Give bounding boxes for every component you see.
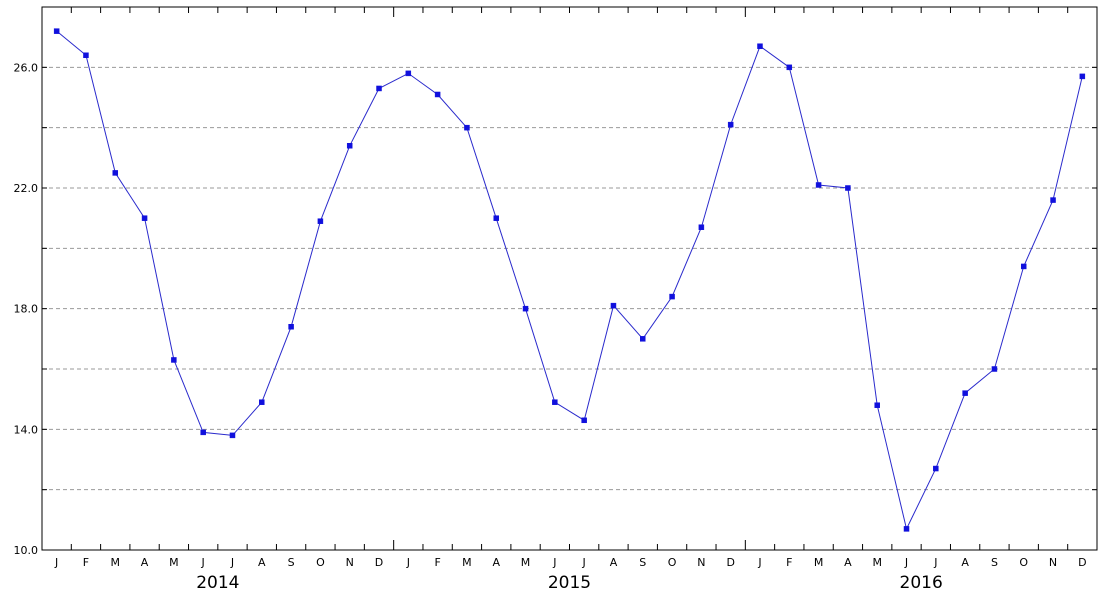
- data-point: [1079, 73, 1086, 80]
- data-point: [288, 324, 294, 330]
- y-tick-label: 22.0: [14, 182, 39, 195]
- data-point: [259, 399, 265, 405]
- x-tick-label-month: F: [434, 556, 440, 569]
- y-tick-label: 14.0: [14, 423, 39, 436]
- x-tick-label-month: F: [786, 556, 792, 569]
- x-tick-label-month: A: [844, 556, 852, 569]
- data-point: [317, 218, 324, 224]
- data-point: [552, 399, 558, 405]
- x-tick-label-month: D: [1078, 556, 1086, 569]
- x-tick-label-month: D: [726, 556, 734, 569]
- x-tick-label-month: M: [462, 556, 472, 569]
- x-tick-label-month: D: [375, 556, 383, 569]
- data-point: [669, 293, 675, 300]
- data-point: [581, 417, 587, 424]
- x-tick-label-month: O: [668, 556, 677, 569]
- data-point: [815, 182, 822, 188]
- x-tick-label-month: N: [697, 556, 705, 569]
- x-tick-label-month: J: [406, 556, 410, 569]
- data-point: [346, 143, 353, 149]
- x-tick-label-month: M: [521, 556, 531, 569]
- x-tick-label-month: S: [288, 556, 295, 569]
- x-axis-ticks: J F M A M J J A S O N D J F M A M J J A S O N D J F M A M J J A S O N D 2014…: [41, 7, 1098, 593]
- x-tick-label-month: J: [757, 556, 761, 569]
- axes: [41, 6, 1098, 551]
- data-point: [640, 336, 646, 342]
- y-tick-label: 26.0: [14, 61, 39, 74]
- data-point: [757, 43, 763, 49]
- x-tick-label-month: J: [552, 556, 556, 569]
- x-tick-label-month: A: [492, 556, 500, 569]
- x-tick-label-month: M: [169, 556, 179, 569]
- x-tick-label-year: 2015: [548, 573, 591, 593]
- x-tick-label-month: J: [201, 556, 205, 569]
- x-tick-label-month: J: [54, 556, 58, 569]
- data-point: [786, 64, 793, 71]
- data-point: [376, 85, 382, 92]
- y-axis-ticks: 10.0 14.0 18.0 22.0 26.0: [14, 6, 1097, 557]
- data-point: [229, 432, 236, 439]
- data-point: [874, 402, 880, 408]
- x-tick-label-month: A: [258, 556, 266, 569]
- x-tick-label-month: J: [904, 556, 908, 569]
- x-tick-label-month: M: [872, 556, 882, 569]
- x-tick-label-month: A: [610, 556, 618, 569]
- data-point: [83, 52, 89, 59]
- x-tick-label-month: M: [111, 556, 121, 569]
- data-point: [845, 185, 851, 191]
- x-tick-label-month: A: [141, 556, 149, 569]
- plot-frame: [41, 6, 1098, 551]
- gridlines: [42, 66, 1097, 491]
- data-point: [493, 215, 499, 221]
- x-tick-label-month: A: [961, 556, 969, 569]
- series-line: [56, 30, 1083, 531]
- data-point: [1050, 197, 1056, 203]
- x-tick-label-month: M: [814, 556, 824, 569]
- data-point: [405, 70, 412, 77]
- x-tick-label-month: N: [346, 556, 354, 569]
- data-point: [141, 215, 148, 221]
- data-point: [903, 526, 910, 532]
- x-tick-label-year: 2014: [196, 573, 239, 593]
- data-point: [53, 28, 60, 34]
- data-point: [522, 305, 529, 312]
- data-point: [464, 124, 470, 131]
- data-point: [112, 170, 119, 176]
- x-tick-label-year: 2016: [900, 573, 943, 593]
- data-point: [962, 390, 968, 396]
- x-tick-label-month: N: [1049, 556, 1057, 569]
- data-point: [727, 121, 734, 128]
- x-tick-label-month: J: [933, 556, 937, 569]
- x-tick-label-month: O: [1019, 556, 1028, 569]
- data-point: [200, 429, 206, 436]
- data-point: [991, 366, 998, 372]
- x-tick-label-month: J: [582, 556, 586, 569]
- data-point: [698, 224, 705, 230]
- y-tick-label: 10.0: [14, 544, 39, 557]
- data-point: [434, 91, 441, 98]
- x-tick-label-month: O: [316, 556, 325, 569]
- x-tick-label-month: S: [991, 556, 998, 569]
- y-tick-label: 18.0: [14, 303, 39, 316]
- data-point: [1020, 263, 1027, 270]
- series-group: [53, 28, 1086, 532]
- x-tick-label-month: F: [83, 556, 89, 569]
- data-point: [610, 302, 617, 309]
- data-point: [171, 357, 177, 363]
- x-tick-label-month: J: [230, 556, 234, 569]
- x-tick-label-month: S: [639, 556, 646, 569]
- data-point: [933, 465, 939, 472]
